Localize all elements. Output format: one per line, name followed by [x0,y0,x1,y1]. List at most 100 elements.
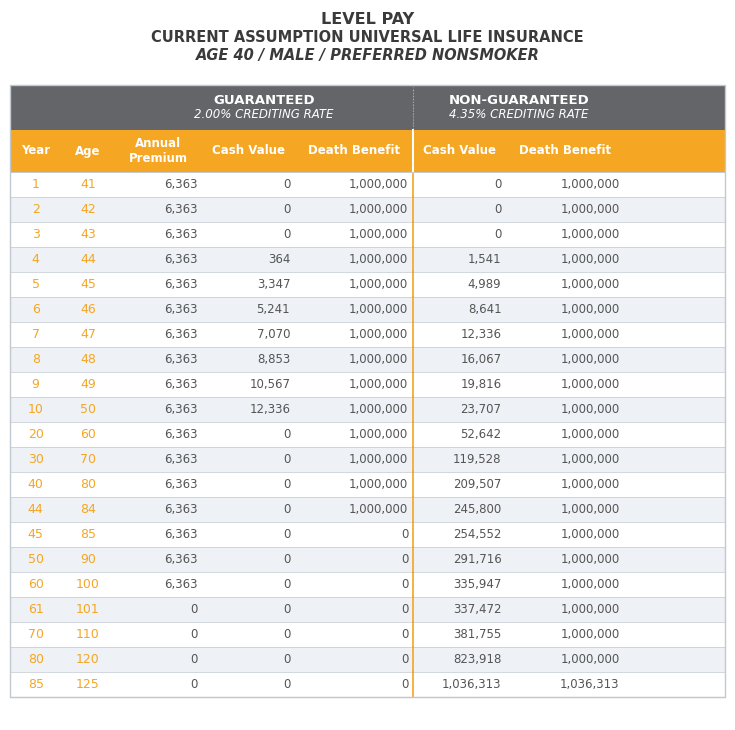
Text: 0: 0 [283,178,290,191]
Text: 0: 0 [401,678,409,691]
Text: 1,036,313: 1,036,313 [442,678,501,691]
Bar [10,672,725,697]
Text: 6,363: 6,363 [164,578,197,591]
Text: 8,641: 8,641 [467,303,501,316]
Text: 1,000,000: 1,000,000 [560,253,620,266]
Text: 9: 9 [32,378,40,391]
Text: 254,552: 254,552 [453,528,501,541]
Text: 0: 0 [190,603,197,616]
Text: 6,363: 6,363 [164,478,197,491]
Text: 6,363: 6,363 [164,353,197,366]
Text: 1,000,000: 1,000,000 [349,478,409,491]
Text: 1,000,000: 1,000,000 [560,428,620,441]
Text: 0: 0 [283,653,290,666]
Text: 1,000,000: 1,000,000 [560,403,620,416]
Text: 0: 0 [283,228,290,241]
Text: 7,070: 7,070 [257,328,290,341]
Text: 1,000,000: 1,000,000 [560,353,620,366]
Bar [10,447,725,472]
Text: 1,000,000: 1,000,000 [349,303,409,316]
Text: 0: 0 [190,628,197,641]
Text: 364: 364 [268,253,290,266]
Text: Age: Age [75,145,101,158]
Text: 47: 47 [80,328,96,341]
Text: 1,000,000: 1,000,000 [349,453,409,466]
Text: 84: 84 [80,503,96,516]
Bar [10,397,725,422]
Text: AGE 40 / MALE / PREFERRED NONSMOKER: AGE 40 / MALE / PREFERRED NONSMOKER [196,48,539,63]
Text: 8,853: 8,853 [257,353,290,366]
Text: 1,000,000: 1,000,000 [560,178,620,191]
Text: 0: 0 [283,628,290,641]
Text: 0: 0 [494,228,501,241]
Text: 1,000,000: 1,000,000 [560,478,620,491]
Text: 125: 125 [76,678,100,691]
Bar [10,222,725,247]
Text: 6,363: 6,363 [164,328,197,341]
Text: 1,000,000: 1,000,000 [560,453,620,466]
Text: 16,067: 16,067 [460,353,501,366]
Bar [10,372,725,397]
Text: 0: 0 [283,678,290,691]
Text: Death Benefit: Death Benefit [308,145,401,158]
Text: 0: 0 [283,428,290,441]
Text: 10,567: 10,567 [249,378,290,391]
Text: 1,000,000: 1,000,000 [560,603,620,616]
Text: 0: 0 [283,528,290,541]
Text: 1,000,000: 1,000,000 [349,253,409,266]
Text: 0: 0 [283,553,290,566]
Text: 6,363: 6,363 [164,453,197,466]
Bar [10,272,725,297]
Text: 823,918: 823,918 [453,653,501,666]
Text: 0: 0 [190,678,197,691]
Text: 7: 7 [32,328,40,341]
Text: 0: 0 [283,453,290,466]
Bar [10,130,725,172]
Text: 0: 0 [494,178,501,191]
Text: 6,363: 6,363 [164,253,197,266]
Text: 80: 80 [80,478,96,491]
Text: 1,541: 1,541 [467,253,501,266]
Text: 6,363: 6,363 [164,178,197,191]
Text: 0: 0 [401,553,409,566]
Text: 0: 0 [283,603,290,616]
Bar [10,547,725,572]
Text: 0: 0 [401,628,409,641]
Text: 70: 70 [80,453,96,466]
Text: 0: 0 [494,203,501,216]
Text: LEVEL PAY: LEVEL PAY [321,12,414,27]
Text: 6,363: 6,363 [164,553,197,566]
Text: 70: 70 [28,628,43,641]
Text: 6,363: 6,363 [164,228,197,241]
Text: 2.00% CREDITING RATE: 2.00% CREDITING RATE [194,108,334,121]
Bar [10,597,725,622]
Text: 101: 101 [76,603,100,616]
Text: 52,642: 52,642 [460,428,501,441]
Text: 3,347: 3,347 [257,278,290,291]
Text: 8: 8 [32,353,40,366]
Text: 4: 4 [32,253,40,266]
Text: 119,528: 119,528 [453,453,501,466]
Text: NON-GUARANTEED: NON-GUARANTEED [448,94,589,107]
Bar [10,622,725,647]
Text: 50: 50 [80,403,96,416]
Text: 1,000,000: 1,000,000 [349,278,409,291]
Text: 12,336: 12,336 [249,403,290,416]
Text: 1,000,000: 1,000,000 [560,328,620,341]
Text: CURRENT ASSUMPTION UNIVERSAL LIFE INSURANCE: CURRENT ASSUMPTION UNIVERSAL LIFE INSURA… [151,30,584,45]
Text: 1,000,000: 1,000,000 [349,503,409,516]
Text: 40: 40 [28,478,43,491]
Text: 1,000,000: 1,000,000 [349,328,409,341]
Bar [10,247,725,272]
Text: 1,000,000: 1,000,000 [560,653,620,666]
Text: 46: 46 [80,303,96,316]
Text: 6,363: 6,363 [164,203,197,216]
Text: Annual
Premium: Annual Premium [129,137,187,165]
Text: 245,800: 245,800 [453,503,501,516]
Text: 3: 3 [32,228,40,241]
Text: Death Benefit: Death Benefit [520,145,612,158]
Text: 120: 120 [76,653,100,666]
Text: 0: 0 [283,478,290,491]
Text: 1,000,000: 1,000,000 [560,528,620,541]
Text: Cash Value: Cash Value [423,145,496,158]
